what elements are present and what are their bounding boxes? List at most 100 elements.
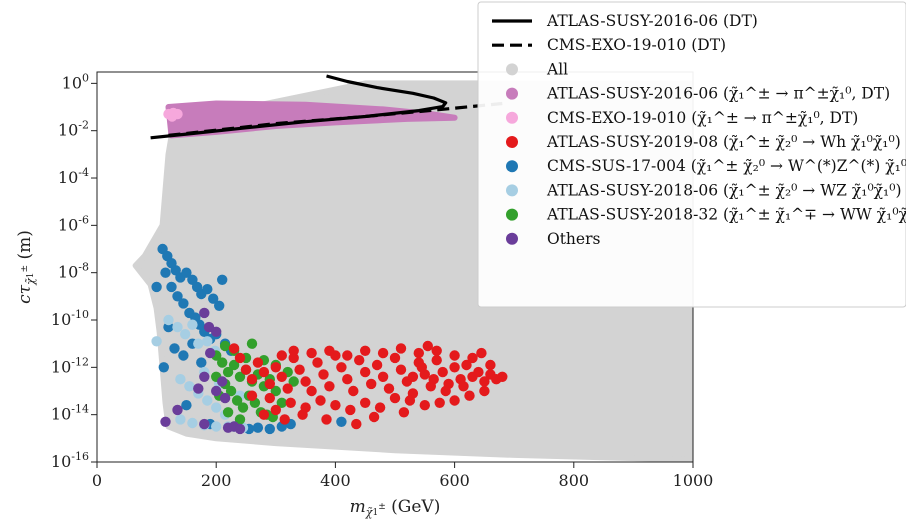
point-atlas_2019_08 — [282, 383, 293, 394]
point-atlas_2019_08 — [407, 371, 419, 382]
point-atlas_2019_08 — [234, 352, 246, 364]
point-atlas_2019_08 — [330, 400, 341, 411]
point-atlas_2019_08 — [422, 340, 433, 352]
legend-label-cms_sus_17_004: CMS-SUS-17-004 (χ̃₁^± χ̃₂⁰ → W^(*)Z^(*) … — [547, 157, 906, 175]
point-others — [160, 416, 171, 427]
point-atlas_2019_08 — [476, 347, 487, 359]
point-atlas_2019_08 — [497, 371, 508, 382]
point-cms_sus_17_004 — [158, 362, 169, 373]
point-atlas_2019_08 — [240, 364, 252, 375]
legend-label-others: Others — [547, 230, 601, 248]
point-atlas_2018_32 — [276, 397, 287, 408]
point-atlas_2018_32 — [234, 371, 246, 382]
point-atlas_2019_08 — [434, 397, 445, 408]
x-tick-label: 200 — [201, 471, 232, 490]
point-atlas_2019_08 — [458, 381, 469, 392]
point-others — [219, 392, 231, 404]
y-axis: 100 10-2 10-4 10-6 10-8 10-10 10-12 10-14 10-16 — [51, 71, 97, 471]
legend-label-atlas_2019_08: ATLAS-SUSY-2019-08 (χ̃₁^± χ̃₂⁰ → Wh χ̃₁⁰… — [546, 133, 901, 151]
point-atlas_2018_06 — [187, 319, 198, 330]
point-others — [193, 383, 204, 394]
point-atlas_2018_32 — [222, 366, 234, 378]
point-atlas_2019_08 — [377, 371, 389, 382]
limit-lines-layer — [150, 74, 503, 140]
point-cms_dt — [166, 111, 178, 122]
point-others — [234, 423, 246, 435]
point-cms_sus_17_004 — [169, 343, 180, 354]
point-cms_sus_17_004 — [214, 300, 225, 311]
points-layer — [151, 107, 508, 435]
legend-label-line_atlas: ATLAS-SUSY-2016-06 (DT) — [546, 12, 758, 30]
point-atlas_2019_08 — [276, 371, 287, 382]
point-atlas_2019_08 — [228, 343, 240, 354]
point-atlas_2018_06 — [211, 421, 222, 432]
point-others — [217, 376, 228, 387]
point-others — [199, 371, 210, 382]
point-atlas_2018_32 — [219, 340, 231, 352]
point-atlas_2019_08 — [279, 414, 290, 425]
legend-marker-others — [506, 232, 518, 245]
point-atlas_2019_08 — [294, 364, 305, 375]
point-atlas_2019_08 — [419, 400, 430, 411]
x-axis-label: mχ̃1± (GeV) — [350, 497, 441, 519]
x-tick-label: 1000 — [673, 471, 714, 490]
point-atlas_2019_08 — [246, 374, 258, 385]
legend-label-atlas_dt: ATLAS-SUSY-2016-06 (χ̃₁^± → π^±χ̃₁⁰, DT) — [546, 85, 890, 103]
point-atlas_2019_08 — [345, 404, 356, 416]
point-cms_sus_17_004 — [178, 298, 189, 309]
point-cms_sus_17_004 — [181, 400, 192, 411]
y-axis-label: cτχ̃1± (m) — [15, 230, 37, 304]
point-atlas_2019_08 — [389, 392, 401, 404]
point-cms_sus_17_004 — [336, 416, 347, 427]
point-atlas_2019_08 — [479, 385, 490, 397]
y-tick-label: 10-14 — [51, 403, 89, 424]
legend-label-all: All — [546, 60, 568, 78]
point-cms_sus_17_004 — [202, 284, 213, 295]
y-tick-label: 10-16 — [51, 450, 89, 471]
point-atlas_2019_08 — [449, 350, 460, 361]
point-atlas_2019_08 — [383, 383, 395, 394]
point-atlas_2018_06 — [163, 314, 174, 326]
point-atlas_2019_08 — [270, 404, 281, 416]
y-tick-label: 10-12 — [51, 355, 89, 376]
legend-label-atlas_2018_32: ATLAS-SUSY-2018-32 (χ̃₁^± χ̃₁^∓ → WW χ̃₁… — [546, 206, 906, 224]
legend-marker-atlas_2018_06 — [506, 184, 518, 197]
point-atlas_2019_08 — [473, 366, 484, 378]
point-atlas_2019_08 — [431, 345, 442, 356]
point-atlas_2018_06 — [175, 414, 186, 425]
point-atlas_2019_08 — [297, 409, 308, 420]
point-atlas_2018_32 — [237, 402, 249, 413]
point-atlas_2019_08 — [318, 369, 329, 380]
point-atlas_2019_08 — [351, 418, 362, 430]
point-atlas_2019_08 — [428, 374, 439, 385]
point-atlas_2019_08 — [360, 345, 371, 356]
legend-marker-atlas_2019_08 — [506, 136, 518, 148]
point-atlas_2019_08 — [354, 355, 365, 366]
point-atlas_2019_08 — [431, 355, 442, 366]
legend-label-line_cms: CMS-EXO-19-010 (DT) — [547, 36, 726, 54]
point-atlas_2019_08 — [366, 378, 377, 390]
point-others — [211, 385, 222, 397]
point-atlas_2019_08 — [348, 385, 359, 397]
point-atlas_2018_32 — [246, 338, 258, 349]
x-tick-label: 0 — [92, 471, 102, 490]
point-atlas_2019_08 — [389, 352, 401, 364]
y-tick-label: 10-10 — [51, 308, 89, 329]
legend-marker-cms_dt — [506, 111, 518, 124]
point-others — [199, 307, 210, 319]
point-atlas_2019_08 — [324, 345, 335, 356]
point-atlas_2018_32 — [225, 385, 237, 397]
legend-marker-cms_sus_17_004 — [506, 160, 518, 173]
point-atlas_2018_06 — [211, 402, 222, 413]
point-atlas_2018_06 — [202, 336, 213, 347]
point-atlas_2018_06 — [193, 338, 204, 349]
point-atlas_2019_08 — [315, 395, 326, 406]
point-atlas_2019_08 — [285, 397, 296, 408]
point-atlas_2019_08 — [413, 347, 424, 359]
point-atlas_2019_08 — [395, 364, 407, 375]
point-atlas_2019_08 — [246, 390, 258, 401]
point-cms_sus_17_004 — [217, 274, 228, 285]
point-atlas_2019_08 — [288, 345, 299, 356]
point-atlas_2018_06 — [175, 374, 186, 385]
point-cms_sus_17_004 — [208, 293, 219, 304]
